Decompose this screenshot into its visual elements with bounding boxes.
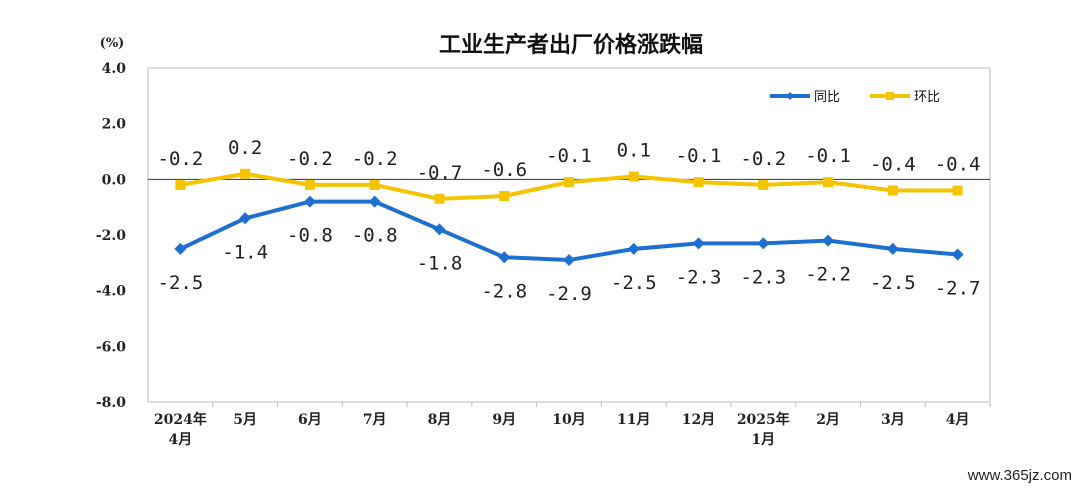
- watermark-text: www.365jz.com: [967, 467, 1072, 484]
- data-label: -0.7: [417, 162, 463, 184]
- x-tick-label: 7月: [363, 412, 387, 428]
- data-point: [628, 171, 639, 182]
- data-point: [757, 237, 770, 250]
- legend: 同比 环比: [770, 90, 940, 105]
- data-label: -2.8: [481, 280, 527, 302]
- data-point: [692, 237, 705, 250]
- x-tick-label: 2月: [816, 412, 840, 428]
- x-tick-label: 3月: [881, 412, 905, 428]
- data-labels: -2.5 -1.4 -0.8 -0.8 -1.8 -2.8 -2.9 -2.5 -2.3 -2.3…: [158, 137, 981, 305]
- data-label: -2.5: [870, 272, 916, 294]
- legend-marker: [786, 92, 794, 100]
- legend-label: 环比: [914, 90, 940, 105]
- x-tick-label: 10月: [552, 412, 585, 428]
- data-point: [175, 179, 186, 190]
- data-label: -0.2: [287, 148, 333, 170]
- data-label: -0.4: [870, 153, 916, 175]
- y-tick-label: -8.0: [96, 395, 126, 411]
- legend-label: 同比: [814, 90, 840, 105]
- x-tick-label: 1月: [751, 432, 775, 448]
- data-label: -2.3: [740, 266, 786, 288]
- data-point: [627, 242, 640, 255]
- data-label: -2.5: [611, 272, 657, 294]
- data-label: -0.2: [158, 148, 204, 170]
- data-label: -2.3: [676, 266, 722, 288]
- x-tick-label: 4月: [946, 412, 970, 428]
- data-point: [303, 195, 316, 208]
- data-point: [887, 185, 898, 196]
- data-point: [758, 179, 769, 190]
- plot-area-border: [147, 67, 991, 403]
- data-label: -0.2: [740, 148, 786, 170]
- data-point: [822, 234, 835, 247]
- data-point: [434, 193, 445, 204]
- data-point: [563, 254, 575, 267]
- y-tick-label: -2.0: [96, 228, 126, 244]
- data-label: -0.1: [546, 145, 592, 167]
- x-tick-label: 11月: [617, 412, 650, 428]
- data-label: -0.8: [287, 225, 333, 247]
- data-label: -2.9: [546, 283, 592, 305]
- data-point: [823, 177, 834, 188]
- data-point: [886, 242, 899, 255]
- data-label: -2.7: [935, 277, 981, 299]
- data-point: [240, 168, 251, 179]
- series-layer: [174, 168, 964, 267]
- data-point: [174, 242, 187, 255]
- data-label: -2.5: [158, 272, 204, 294]
- data-label: 0.2: [228, 137, 262, 159]
- y-tick-label: 0.0: [102, 172, 127, 188]
- x-tick-label: 9月: [492, 412, 516, 428]
- data-point: [951, 248, 964, 261]
- data-label: -0.2: [352, 148, 398, 170]
- data-point: [368, 195, 381, 208]
- data-point: [239, 212, 252, 225]
- data-label: -0.4: [935, 153, 981, 175]
- x-axis: 2024年 4月 5月 6月 7月 8月 9月 10月 11月 12月 2025年 1月 2月 3月 4月: [154, 402, 991, 448]
- x-tick-label: 12月: [682, 412, 715, 428]
- y-tick-label: -4.0: [96, 284, 126, 300]
- data-point: [693, 177, 704, 188]
- data-label: 0.1: [617, 140, 651, 162]
- x-tick-label: 2024年: [154, 411, 207, 428]
- y-tick-label: -6.0: [96, 339, 126, 355]
- x-tick-label: 5月: [233, 412, 257, 428]
- x-tick-label: 6月: [298, 412, 322, 428]
- data-point: [369, 179, 380, 190]
- data-point: [952, 185, 963, 196]
- x-tick-label: 4月: [169, 432, 193, 448]
- data-point: [499, 191, 510, 202]
- y-axis-unit: (%): [100, 36, 125, 51]
- data-label: -0.1: [676, 145, 722, 167]
- data-label: -1.8: [417, 252, 463, 274]
- y-tick-label: 4.0: [102, 61, 127, 77]
- data-point: [564, 177, 574, 188]
- y-axis: 4.0 2.0 0.0 -2.0 -4.0 -6.0 -8.0: [96, 61, 126, 411]
- data-point: [498, 251, 511, 264]
- chart-title: 工业生产者出厂价格涨跌幅: [439, 32, 703, 58]
- data-label: -0.6: [481, 159, 527, 181]
- y-tick-label: 2.0: [102, 117, 127, 133]
- data-point: [433, 223, 446, 236]
- data-label: -0.1: [805, 145, 851, 167]
- data-label: -2.2: [805, 264, 851, 286]
- data-label: -0.8: [352, 225, 398, 247]
- x-tick-label: 8月: [428, 412, 452, 428]
- legend-marker: [886, 92, 894, 100]
- data-label: -1.4: [222, 241, 268, 263]
- x-tick-label: 2025年: [737, 411, 790, 428]
- data-point: [304, 179, 315, 190]
